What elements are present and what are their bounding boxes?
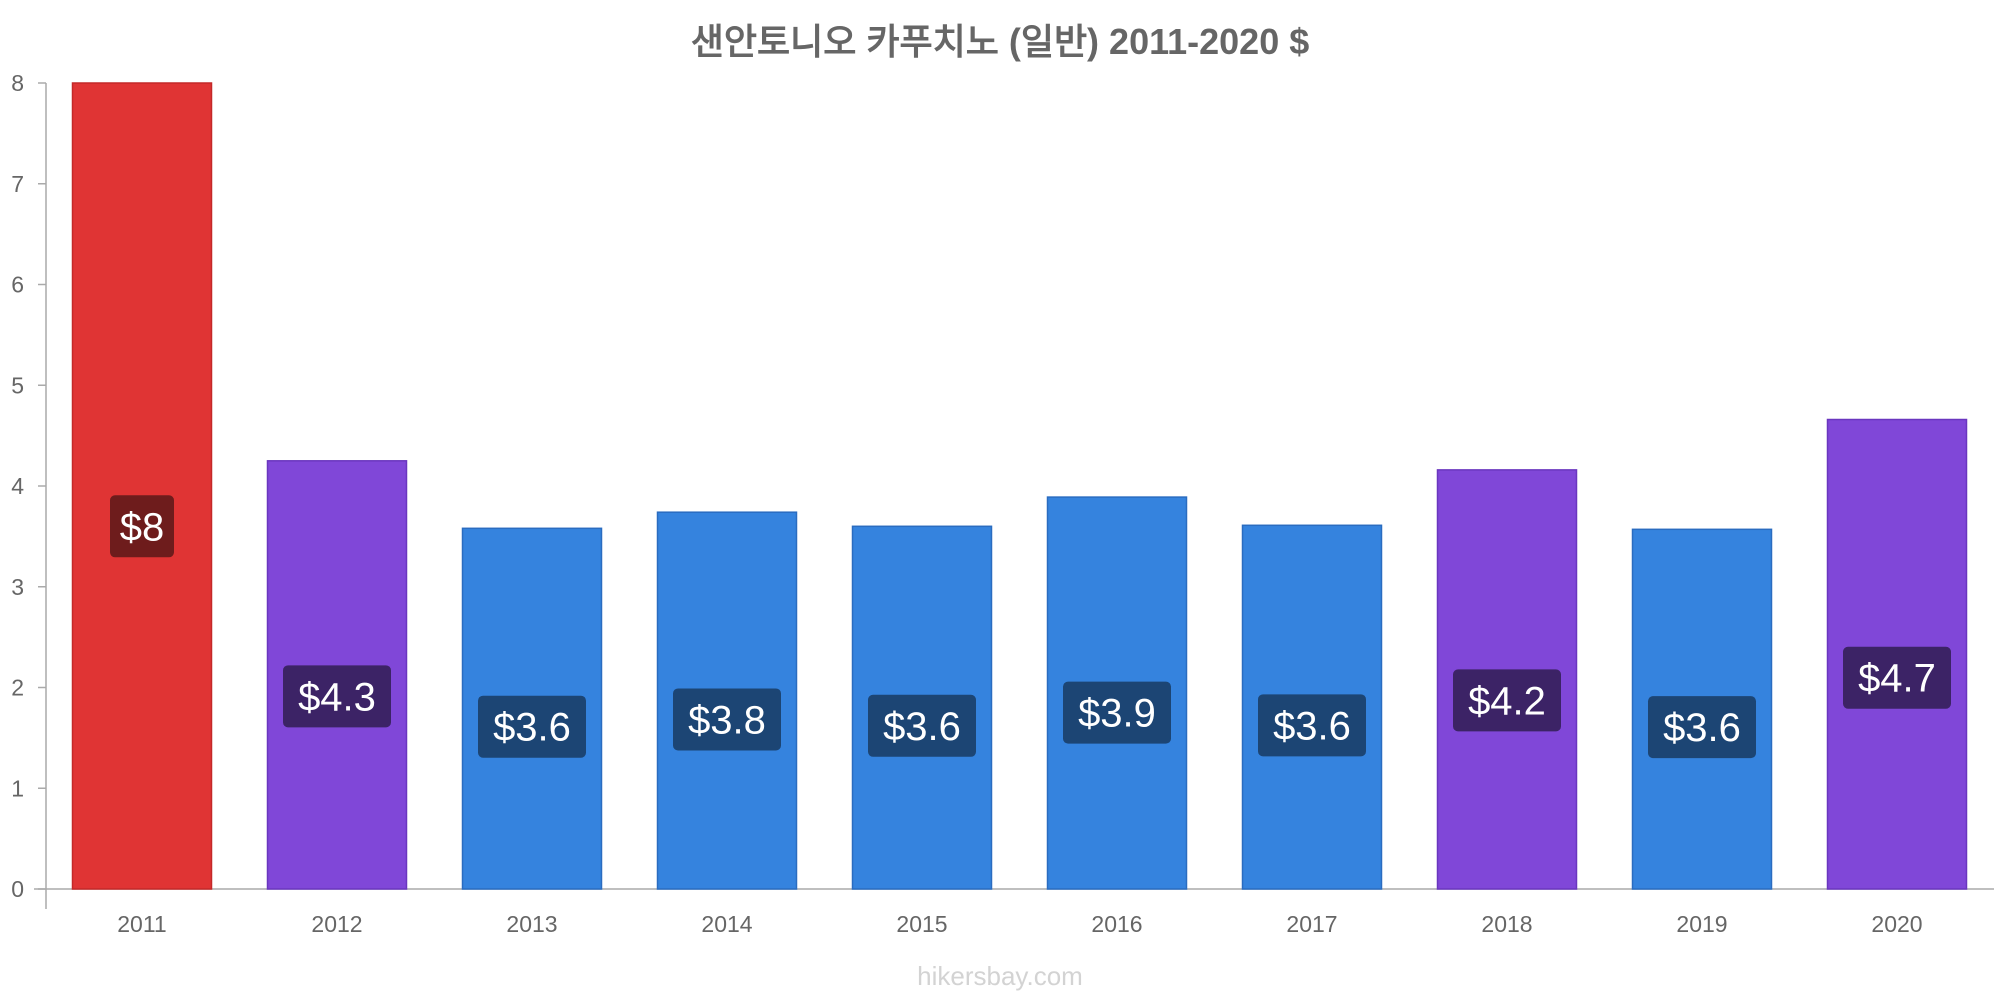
value-labels: $8 $4.3 $3.6 $3.8 $3.6 $3.9 $3.6 $4.2 $3.6 $4.7 <box>110 495 1951 759</box>
value-label-2015: $3.6 <box>883 705 961 749</box>
bars <box>71 82 1968 890</box>
y-tick-label: 6 <box>11 272 24 298</box>
value-label-box-2019 <box>1648 696 1756 759</box>
x-tick-label-2011: 2011 <box>117 911 166 937</box>
value-label-box-2014 <box>673 688 781 751</box>
x-tick-label-2016: 2016 <box>1091 911 1142 937</box>
value-label-2019: $3.6 <box>1663 706 1741 750</box>
y-tick-label: 4 <box>11 473 24 499</box>
x-tick-label-2013: 2013 <box>506 911 557 937</box>
y-tick-label: 0 <box>11 876 24 902</box>
y-tick-label: 2 <box>11 675 24 701</box>
value-label-2012: $4.3 <box>298 675 376 719</box>
y-tick-label: 5 <box>11 372 24 398</box>
x-tick-label-2018: 2018 <box>1481 911 1532 937</box>
value-label-2017: $3.6 <box>1273 704 1351 748</box>
y-tick-labels: 0 1 2 3 4 5 6 7 8 <box>11 70 46 902</box>
value-label-box-2020 <box>1843 646 1951 709</box>
value-label-2018: $4.2 <box>1468 679 1546 723</box>
y-tick-label: 7 <box>11 171 24 197</box>
x-tick-label-2019: 2019 <box>1676 911 1727 937</box>
x-tick-label-2017: 2017 <box>1286 911 1337 937</box>
value-label-2014: $3.8 <box>688 698 766 742</box>
value-label-2016: $3.9 <box>1078 692 1156 736</box>
x-tick-label-2015: 2015 <box>896 911 947 937</box>
y-tick-label: 8 <box>11 70 24 96</box>
x-tick-label-2012: 2012 <box>311 911 362 937</box>
value-label-box-2018 <box>1453 669 1561 732</box>
bar-2011 <box>71 82 213 890</box>
watermark-text: hikersbay.com <box>917 961 1083 991</box>
value-label-2011: $8 <box>120 505 165 549</box>
value-label-box-2011 <box>110 495 174 558</box>
value-label-box-2015 <box>868 694 976 757</box>
value-label-2020: $4.7 <box>1858 657 1936 701</box>
x-tick-labels: 2011 2012 2013 2014 2015 2016 2017 2018 2019 2020 <box>117 911 1922 937</box>
chart-title: 샌안토니오 카푸치노 (일반) 2011-2020 $ <box>691 21 1310 62</box>
x-tick-label-2014: 2014 <box>701 911 752 937</box>
value-label-2013: $3.6 <box>493 706 571 750</box>
value-label-box-2016 <box>1063 681 1171 744</box>
x-tick-label-2020: 2020 <box>1871 911 1922 937</box>
value-label-box-2017 <box>1258 694 1366 757</box>
value-label-box-2013 <box>478 695 586 758</box>
value-label-box-2012 <box>283 665 391 728</box>
y-tick-label: 1 <box>11 775 24 801</box>
y-tick-label: 3 <box>11 574 24 600</box>
